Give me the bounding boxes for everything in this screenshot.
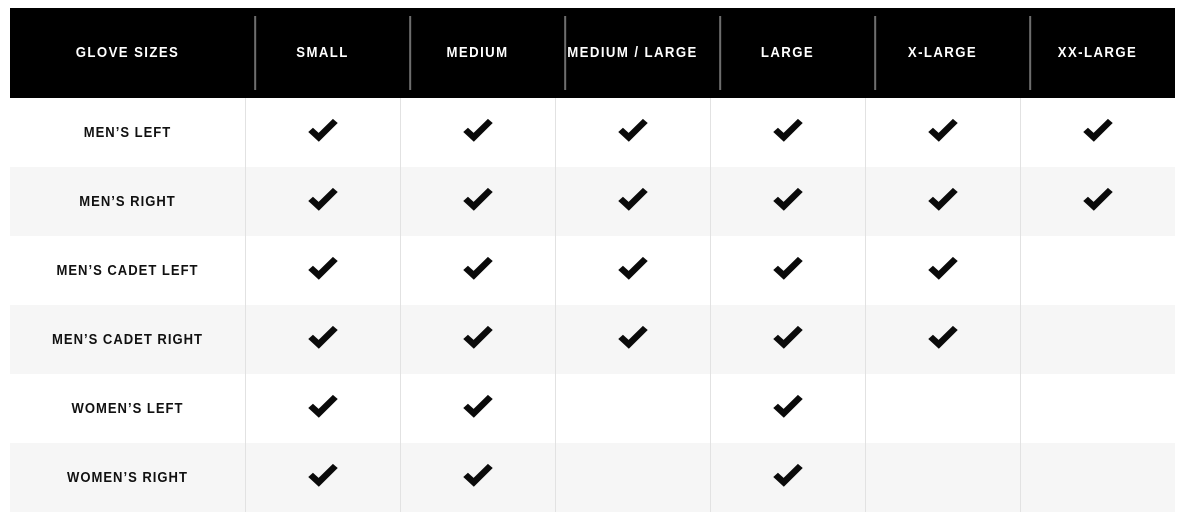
- check-icon: [306, 116, 340, 150]
- cell-small: [245, 443, 400, 512]
- column-header-small: SMALL: [254, 8, 390, 98]
- cell-xlarge: [865, 236, 1020, 305]
- check-icon: [306, 392, 340, 426]
- check-icon: [461, 461, 495, 495]
- check-icon: [306, 185, 340, 219]
- check-icon: [616, 185, 650, 219]
- cell-xlarge: [865, 98, 1020, 167]
- column-header-x-large: X-LARGE: [874, 8, 1010, 98]
- cell-small: [245, 305, 400, 374]
- cell-xlarge: [865, 374, 1020, 443]
- check-icon: [771, 461, 805, 495]
- cell-large: [710, 236, 865, 305]
- cell-medium: [400, 167, 555, 236]
- glove-size-table: GLOVE SIZES SMALL MEDIUM MEDIUM / LARGE …: [10, 8, 1175, 512]
- cell-medium: [400, 374, 555, 443]
- row-label: WOMEN’S LEFT: [71, 400, 184, 417]
- check-icon: [461, 254, 495, 288]
- check-icon: [306, 254, 340, 288]
- check-icon: [461, 323, 495, 357]
- check-icon: [771, 392, 805, 426]
- column-header-large: LARGE: [719, 8, 855, 98]
- cell-small: [245, 374, 400, 443]
- column-header-xx-large: XX-LARGE: [1029, 8, 1165, 98]
- cell-xxlarge: [1020, 236, 1175, 305]
- table-body: MEN’S LEFT MEN’S RIGHT MEN’S CADET LEFT MEN…: [10, 98, 1175, 512]
- cell-medium: [400, 236, 555, 305]
- cell-xxlarge: [1020, 443, 1175, 512]
- check-icon: [616, 116, 650, 150]
- cell-large: [710, 305, 865, 374]
- cell-medlg: [555, 98, 710, 167]
- check-icon: [1081, 116, 1115, 150]
- cell-small: [245, 167, 400, 236]
- row-label: MEN’S CADET LEFT: [56, 262, 199, 279]
- cell-xxlarge: [1020, 98, 1175, 167]
- cell-xxlarge: [1020, 305, 1175, 374]
- cell-large: [710, 374, 865, 443]
- cell-medlg: [555, 374, 710, 443]
- column-header-medium-large: MEDIUM / LARGE: [564, 8, 700, 98]
- cell-small: [245, 98, 400, 167]
- cell-xlarge: [865, 305, 1020, 374]
- table-row: MEN’S CADET RIGHT: [10, 305, 1175, 374]
- cell-medlg: [555, 443, 710, 512]
- check-icon: [926, 116, 960, 150]
- table-row: MEN’S LEFT: [10, 98, 1175, 167]
- column-header-medium: MEDIUM: [409, 8, 545, 98]
- cell-medlg: [555, 305, 710, 374]
- check-icon: [771, 116, 805, 150]
- check-icon: [616, 323, 650, 357]
- table-row: MEN’S CADET LEFT: [10, 236, 1175, 305]
- check-icon: [1081, 185, 1115, 219]
- cell-large: [710, 167, 865, 236]
- row-label: WOMEN’S RIGHT: [67, 469, 188, 486]
- table-header-row: GLOVE SIZES SMALL MEDIUM MEDIUM / LARGE …: [10, 8, 1175, 98]
- check-icon: [306, 323, 340, 357]
- row-label: MEN’S CADET RIGHT: [52, 331, 203, 348]
- check-icon: [461, 392, 495, 426]
- cell-medium: [400, 305, 555, 374]
- cell-medlg: [555, 167, 710, 236]
- check-icon: [616, 254, 650, 288]
- check-icon: [926, 323, 960, 357]
- cell-large: [710, 98, 865, 167]
- check-icon: [926, 254, 960, 288]
- cell-medium: [400, 98, 555, 167]
- row-label: MEN’S LEFT: [83, 124, 172, 141]
- cell-xlarge: [865, 167, 1020, 236]
- check-icon: [461, 116, 495, 150]
- cell-medlg: [555, 236, 710, 305]
- table-row: MEN’S RIGHT: [10, 167, 1175, 236]
- cell-xlarge: [865, 443, 1020, 512]
- cell-xxlarge: [1020, 167, 1175, 236]
- cell-medium: [400, 443, 555, 512]
- table-row: WOMEN’S RIGHT: [10, 443, 1175, 512]
- check-icon: [306, 461, 340, 495]
- column-header-glove-sizes: GLOVE SIZES: [75, 43, 180, 61]
- cell-large: [710, 443, 865, 512]
- check-icon: [771, 254, 805, 288]
- check-icon: [771, 185, 805, 219]
- check-icon: [771, 323, 805, 357]
- cell-small: [245, 236, 400, 305]
- row-label: MEN’S RIGHT: [79, 193, 176, 210]
- table-row: WOMEN’S LEFT: [10, 374, 1175, 443]
- check-icon: [461, 185, 495, 219]
- cell-xxlarge: [1020, 374, 1175, 443]
- check-icon: [926, 185, 960, 219]
